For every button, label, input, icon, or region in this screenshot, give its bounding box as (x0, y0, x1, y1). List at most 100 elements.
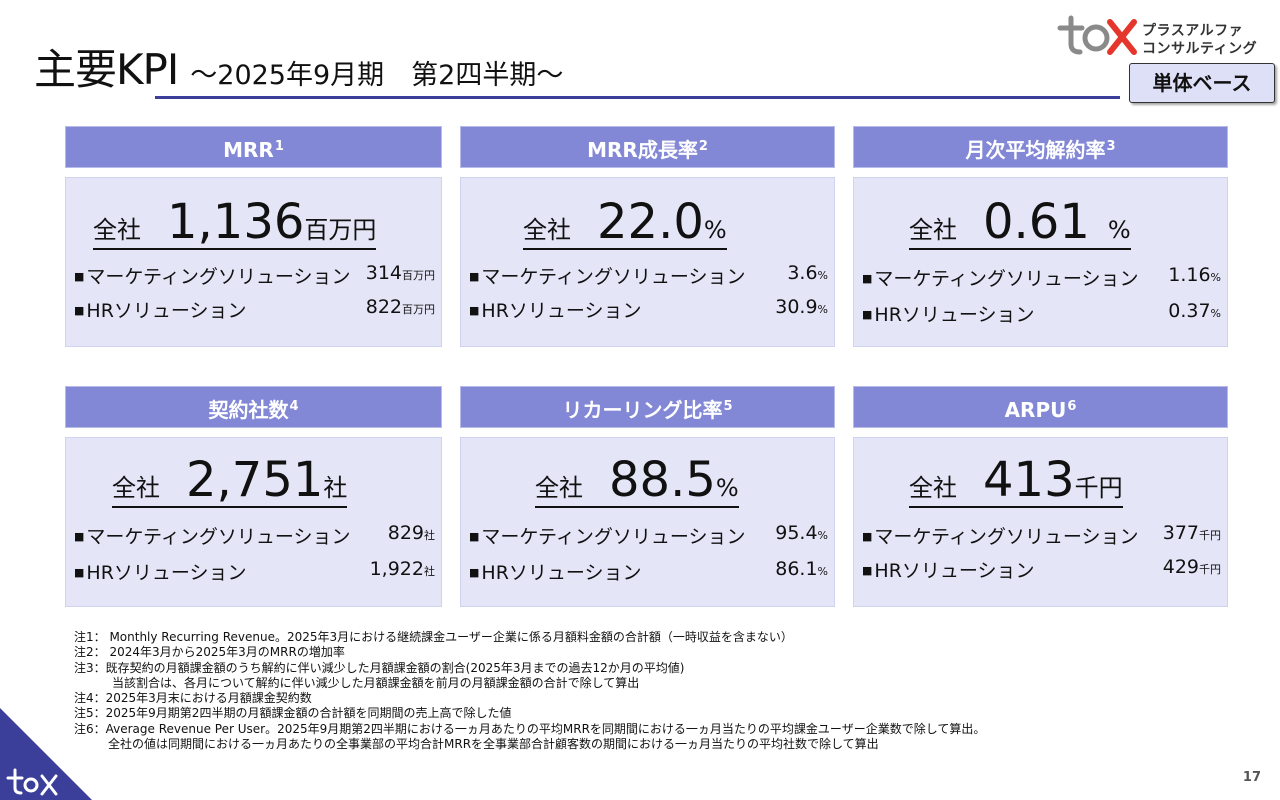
kpi-sub-unit: % (1210, 307, 1221, 320)
kpi-total-value: 413 (983, 452, 1075, 508)
kpi-card-body-mrr-growth: 全社 22.0% ■ マーケティングソリューション 3.6% ■ HRソリューション … (460, 177, 835, 347)
kpi-sub-row: ■ マーケティングソリューション 1.16% (862, 264, 1221, 290)
kpi-sub-value: 314 (365, 262, 402, 284)
page-title-sub: ～2025年9月期 第2四半期～ (190, 60, 564, 91)
footnote: 注6：Average Revenue Per User。2025年9月期第2四半… (74, 721, 986, 736)
kpi-total: 全社 88.5% (535, 456, 739, 508)
kpi-sub-value: 429 (1162, 556, 1199, 578)
kpi-card-header-churn: 月次平均解約率3 (853, 126, 1228, 168)
kpi-sub-value: 95.4 (775, 522, 818, 544)
footnote: 注4：2025年3月末における月額課金契約数 (74, 691, 312, 706)
kpi-sub-unit: 百万円 (402, 303, 435, 316)
kpi-sub-value: 377 (1162, 522, 1199, 544)
kpi-sub-value: 30.9 (775, 296, 818, 318)
kpi-total-label: 全社 (909, 474, 957, 502)
kpi-sub-value: 3.6 (787, 262, 818, 284)
kpi-total-unit: 百万円 (304, 216, 377, 244)
kpi-total: 全社 22.0% (523, 198, 727, 250)
kpi-sub-unit: 社 (424, 529, 435, 542)
kpi-sub-label: マーケティングソリューション (481, 266, 746, 288)
kpi-total-value: 1,136 (167, 194, 305, 250)
footnote: 全社の値は同期間における一ヵ月あたりの全事業部の平均合計MRRを全事業部合計顧客… (108, 737, 879, 752)
kpi-card-body-mrr: 全社 1,136百万円 ■ マーケティングソリューション 314百万円 ■ HRソリュ… (65, 177, 442, 347)
kpi-total-unit: 千円 (1074, 474, 1123, 502)
kpi-sub-label: マーケティングソリューション (874, 526, 1139, 548)
kpi-total-value: 0.61 (983, 194, 1090, 250)
logo-text-line2: コンサルティング (1142, 41, 1258, 57)
kpi-sub-unit: % (1210, 271, 1221, 284)
kpi-sub-label: HRソリューション (86, 562, 247, 584)
kpi-sub-row: ■ マーケティングソリューション 95.4% (469, 522, 828, 548)
kpi-sub-value: 0.37 (1168, 300, 1211, 322)
kpi-total: 全社 413千円 (909, 456, 1123, 508)
kpi-card-header-arpu: ARPU6 (853, 386, 1228, 428)
basis-badge: 単体ベース (1129, 63, 1275, 103)
kpi-total: 全社 1,136百万円 (93, 198, 377, 250)
kpi-card-title: ARPU (1004, 398, 1067, 422)
title-underline (155, 96, 1120, 99)
kpi-card-body-arpu: 全社 413千円 ■ マーケティングソリューション 377千円 ■ HRソリューション… (853, 437, 1228, 607)
kpi-sub-unit: 千円 (1199, 563, 1221, 576)
footnotes: 注1： Monthly Recurring Revenue。2025年3月におけ… (74, 630, 985, 752)
kpi-card-title: MRR成長率 (587, 138, 698, 162)
kpi-total-unit: % (703, 216, 727, 244)
kpi-card-note-ref: 2 (698, 139, 708, 154)
kpi-card-body-churn: 全社 0.61% ■ マーケティングソリューション 1.16% ■ HRソリューション… (853, 177, 1228, 347)
kpi-total-label: 全社 (112, 474, 160, 502)
kpi-card-body-recurring: 全社 88.5% ■ マーケティングソリューション 95.4% ■ HRソリューション… (460, 437, 835, 607)
kpi-sub-label: HRソリューション (481, 300, 642, 322)
kpi-card-note-ref: 3 (1106, 139, 1116, 154)
kpi-sub-unit: % (817, 303, 828, 316)
kpi-total-value: 2,751 (186, 452, 324, 508)
kpi-sub-label: HRソリューション (481, 562, 642, 584)
kpi-sub-unit: 社 (424, 565, 435, 578)
kpi-card-note-ref: 1 (274, 139, 284, 154)
kpi-sub-row: ■ HRソリューション 429千円 (862, 556, 1221, 582)
bullet-icon: ■ (862, 564, 873, 577)
footnote: 注5：2025年9月期第2四半期の月額課金額の合計額を同期間の売上高で除した値 (74, 706, 512, 721)
kpi-sub-label: マーケティングソリューション (86, 526, 351, 548)
kpi-total-value: 22.0 (597, 194, 704, 250)
bullet-icon: ■ (74, 304, 85, 317)
bullet-icon: ■ (74, 566, 85, 579)
bullet-icon: ■ (862, 272, 873, 285)
kpi-total-label: 全社 (535, 474, 583, 502)
bullet-icon: ■ (74, 270, 85, 283)
kpi-sub-label: マーケティングソリューション (86, 266, 351, 288)
kpi-sub-value: 1,922 (369, 558, 424, 580)
kpi-sub-value: 829 (387, 522, 424, 544)
kpi-total-label: 全社 (523, 216, 571, 244)
page-title: 主要KPI ～2025年9月期 第2四半期～ (34, 36, 563, 97)
bullet-icon: ■ (469, 530, 480, 543)
kpi-total-unit: % (1107, 216, 1131, 244)
kpi-total-label: 全社 (93, 216, 141, 244)
company-logo: プラスアルファ コンサルティング (1056, 14, 1276, 58)
kpi-sub-value: 86.1 (775, 558, 818, 580)
footnote: 注3：既存契約の月額課金額のうち解約に伴い減少した月額課金額の割合(2025年3… (74, 660, 685, 675)
kpi-card-header-mrr-growth: MRR成長率2 (460, 126, 835, 168)
kpi-sub-unit: % (817, 565, 828, 578)
footnote: 注2： 2024年3月から2025年3月のMRRの増加率 (74, 645, 345, 660)
kpi-card-note-ref: 4 (289, 399, 299, 414)
kpi-sub-label: マーケティングソリューション (481, 526, 746, 548)
footnote: 注1： Monthly Recurring Revenue。2025年3月におけ… (74, 630, 793, 644)
kpi-card-title: リカーリング比率 (562, 398, 723, 422)
kpi-total-unit: 社 (323, 474, 348, 502)
kpi-total-label: 全社 (909, 216, 957, 244)
kpi-sub-row: ■ HRソリューション 0.37% (862, 300, 1221, 326)
kpi-card-header-recurring: リカーリング比率5 (460, 386, 835, 428)
kpi-sub-label: HRソリューション (874, 304, 1035, 326)
kpi-total: 全社 0.61% (909, 198, 1131, 250)
page-title-main: 主要KPI (34, 45, 179, 94)
kpi-sub-label: HRソリューション (86, 300, 247, 322)
kpi-sub-row: ■ HRソリューション 30.9% (469, 296, 828, 322)
bullet-icon: ■ (469, 270, 480, 283)
kpi-card-header-contracts: 契約社数4 (65, 386, 442, 428)
footnote: 当該割合は、各月について解約に伴い減少した月額課金額を前月の月額課金額の合計で除… (112, 675, 640, 690)
bullet-icon: ■ (469, 566, 480, 579)
kpi-sub-unit: 百万円 (402, 269, 435, 282)
bullet-icon: ■ (74, 530, 85, 543)
kpi-sub-row: ■ HRソリューション 822百万円 (74, 296, 435, 322)
kpi-card-title: 月次平均解約率 (965, 138, 1106, 162)
kpi-sub-row: ■ マーケティングソリューション 314百万円 (74, 262, 435, 288)
